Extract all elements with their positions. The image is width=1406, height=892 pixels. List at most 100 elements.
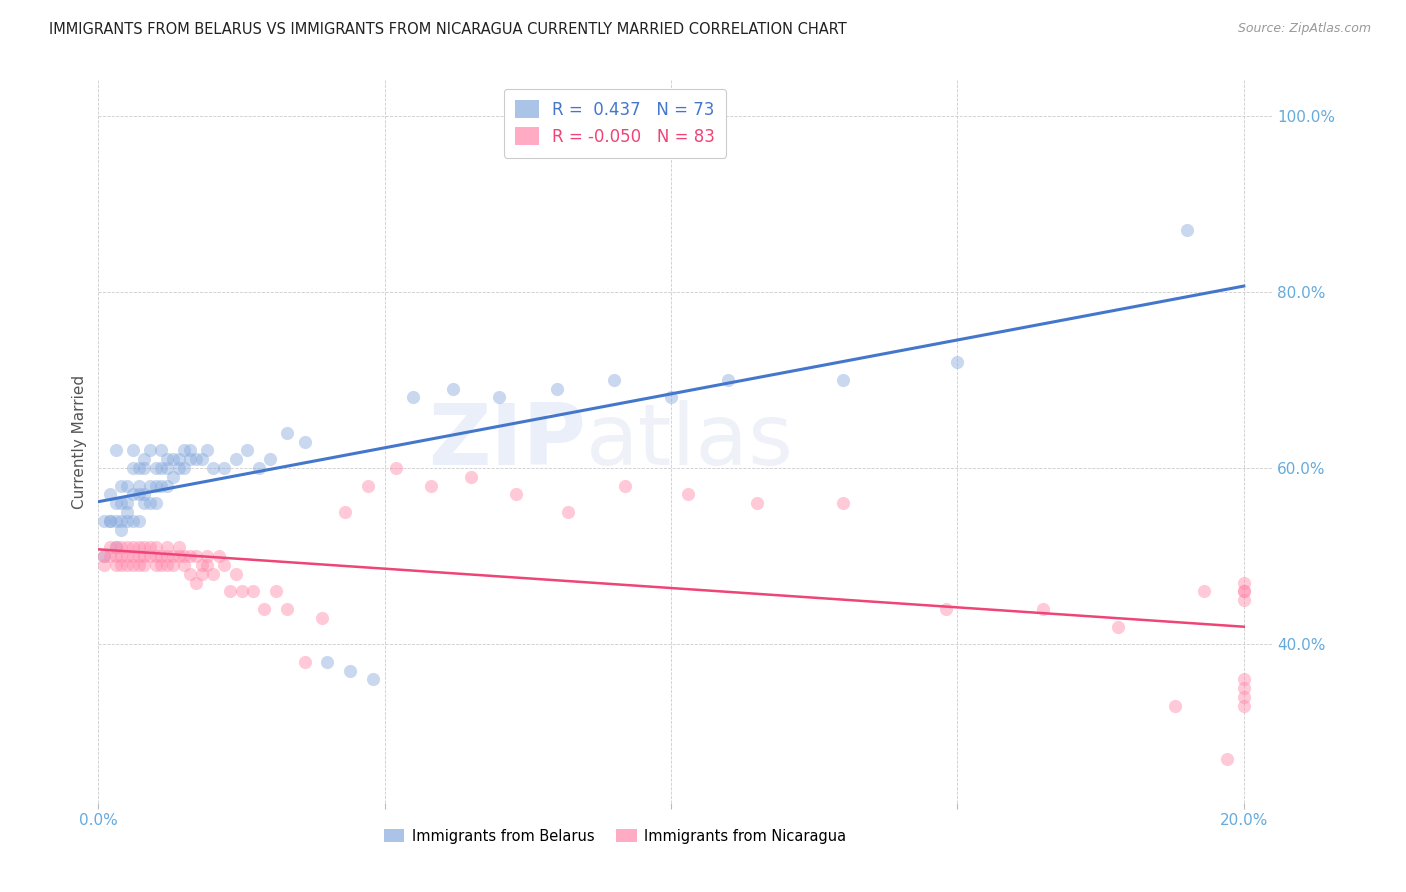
Text: ZIP: ZIP (427, 400, 586, 483)
Point (214, 558, 236, 572)
Point (546, 382, 568, 396)
Point (156, 452, 179, 467)
Point (115, 541, 138, 555)
Point (208, 549, 231, 563)
Point (139, 478, 162, 492)
Point (150, 478, 173, 492)
Text: Source: ZipAtlas.com: Source: ZipAtlas.com (1237, 22, 1371, 36)
Point (225, 566, 247, 581)
Point (253, 602, 276, 616)
Point (173, 443, 195, 458)
Point (104, 496, 127, 510)
Point (162, 470, 184, 484)
Point (128, 558, 150, 572)
Point (104, 443, 127, 458)
Point (150, 443, 173, 458)
Point (145, 478, 167, 492)
Point (1233, 575, 1256, 590)
Point (363, 673, 385, 687)
Point (276, 425, 298, 440)
Point (98, 514, 121, 528)
Point (173, 549, 195, 563)
Point (219, 584, 242, 599)
Point (832, 373, 855, 387)
Point (104, 558, 127, 572)
Point (231, 584, 253, 599)
Point (104, 514, 127, 528)
Point (93, 549, 115, 563)
Point (1233, 593, 1256, 607)
Point (603, 373, 626, 387)
Point (247, 461, 270, 475)
Point (173, 558, 195, 572)
Point (145, 496, 167, 510)
Point (356, 478, 378, 492)
Point (167, 541, 190, 555)
Point (167, 549, 190, 563)
Point (139, 443, 162, 458)
Point (145, 541, 167, 555)
Point (115, 478, 138, 492)
Point (145, 461, 167, 475)
Legend: Immigrants from Belarus, Immigrants from Nicaragua: Immigrants from Belarus, Immigrants from… (378, 823, 852, 850)
Point (167, 452, 190, 467)
Point (134, 461, 156, 475)
Point (1192, 584, 1215, 599)
Point (115, 496, 138, 510)
Point (110, 496, 132, 510)
Point (236, 443, 259, 458)
Point (419, 478, 441, 492)
Point (190, 558, 212, 572)
Point (316, 655, 339, 669)
Point (505, 487, 527, 501)
Point (110, 541, 132, 555)
Point (614, 478, 637, 492)
Point (1233, 673, 1256, 687)
Point (110, 549, 132, 563)
Point (115, 558, 138, 572)
Point (150, 549, 173, 563)
Point (104, 541, 127, 555)
Point (717, 373, 740, 387)
Point (104, 549, 127, 563)
Point (150, 461, 173, 475)
Point (385, 461, 408, 475)
Point (104, 541, 127, 555)
Point (190, 566, 212, 581)
Point (1233, 690, 1256, 704)
Point (179, 443, 201, 458)
Point (184, 452, 207, 467)
Point (139, 541, 162, 555)
Point (162, 452, 184, 467)
Point (745, 496, 768, 510)
Point (195, 549, 218, 563)
Point (294, 434, 316, 449)
Point (110, 514, 132, 528)
Point (242, 584, 264, 599)
Point (121, 487, 143, 501)
Point (225, 452, 247, 467)
Point (93, 514, 115, 528)
Point (121, 541, 143, 555)
Point (488, 391, 510, 405)
Point (339, 664, 361, 678)
Point (678, 487, 700, 501)
Point (1233, 584, 1256, 599)
Point (179, 566, 201, 581)
Point (557, 505, 579, 519)
Point (98, 549, 121, 563)
Point (134, 496, 156, 510)
Point (1175, 223, 1198, 237)
Point (134, 549, 156, 563)
Point (935, 602, 957, 616)
Point (402, 391, 425, 405)
Point (128, 514, 150, 528)
Point (443, 382, 465, 396)
Point (1164, 698, 1187, 713)
Point (179, 549, 201, 563)
Text: atlas: atlas (586, 400, 793, 483)
Point (173, 461, 195, 475)
Text: IMMIGRANTS FROM BELARUS VS IMMIGRANTS FROM NICARAGUA CURRENTLY MARRIED CORRELATI: IMMIGRANTS FROM BELARUS VS IMMIGRANTS FR… (49, 22, 846, 37)
Point (659, 391, 682, 405)
Point (311, 611, 333, 625)
